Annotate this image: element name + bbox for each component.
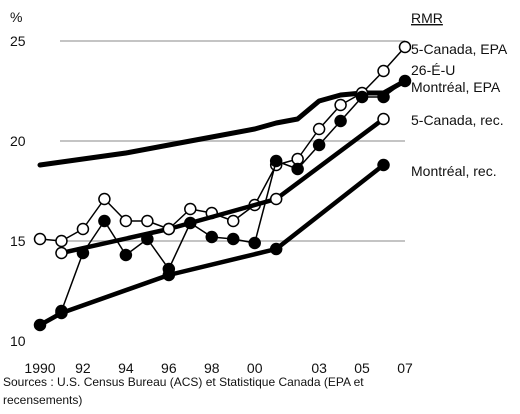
source-note: Sources : U.S. Census Bureau (ACS) et St… bbox=[3, 375, 364, 389]
data-point bbox=[398, 40, 412, 54]
source-note: recensements) bbox=[3, 393, 82, 407]
data-point bbox=[55, 306, 68, 320]
data-point bbox=[98, 192, 111, 206]
series-label: 5-Canada, rec. bbox=[411, 112, 504, 128]
x-tick-label: 05 bbox=[354, 360, 370, 376]
data-point bbox=[33, 318, 47, 332]
data-point bbox=[119, 214, 133, 228]
y-axis-unit: % bbox=[10, 9, 22, 25]
series-line bbox=[60, 80, 406, 312]
data-point bbox=[98, 214, 111, 228]
data-point bbox=[269, 154, 283, 168]
y-tick-label: 20 bbox=[10, 133, 26, 149]
data-point bbox=[377, 64, 390, 78]
data-point bbox=[226, 232, 240, 246]
data-point bbox=[334, 114, 347, 128]
x-tick-label: 92 bbox=[75, 360, 91, 376]
data-point bbox=[162, 222, 176, 236]
series-label: Montréal, rec. bbox=[411, 163, 497, 179]
x-tick-label: 98 bbox=[204, 360, 220, 376]
data-point bbox=[377, 158, 390, 172]
x-tick-label: 03 bbox=[311, 360, 327, 376]
data-point bbox=[226, 214, 240, 228]
data-point bbox=[269, 242, 283, 256]
data-point bbox=[248, 236, 261, 250]
x-tick-label: 07 bbox=[397, 360, 413, 376]
data-point bbox=[312, 122, 326, 136]
x-tick-label: 1990 bbox=[24, 360, 55, 376]
series-label: Montréal, EPA bbox=[411, 79, 501, 95]
x-tick-label: 94 bbox=[118, 360, 134, 376]
series-4 bbox=[33, 158, 390, 332]
series-label: 5-Canada, EPA bbox=[411, 41, 508, 57]
data-point bbox=[377, 90, 390, 104]
data-point bbox=[312, 138, 326, 152]
data-point bbox=[33, 232, 47, 246]
data-point bbox=[334, 98, 347, 112]
data-point bbox=[55, 246, 68, 260]
series-line bbox=[59, 116, 386, 256]
series-label: 26-É-U bbox=[411, 62, 455, 78]
series-0 bbox=[37, 78, 408, 168]
data-point bbox=[55, 234, 68, 248]
data-point bbox=[205, 230, 219, 244]
legend-title: RMR bbox=[411, 10, 443, 26]
data-point bbox=[141, 214, 154, 228]
data-point bbox=[398, 74, 412, 88]
data-point bbox=[377, 112, 390, 126]
y-tick-label: 15 bbox=[10, 233, 26, 249]
series-line bbox=[37, 78, 408, 168]
data-point bbox=[162, 268, 176, 282]
data-point bbox=[291, 162, 304, 176]
y-tick-label: 25 bbox=[10, 33, 26, 49]
data-point bbox=[355, 90, 369, 104]
series-3 bbox=[55, 112, 390, 260]
data-point bbox=[184, 202, 197, 216]
data-point bbox=[119, 248, 133, 262]
data-point bbox=[76, 222, 90, 236]
x-tick-label: 00 bbox=[247, 360, 263, 376]
x-tick-label: 96 bbox=[161, 360, 177, 376]
y-tick-label: 10 bbox=[10, 333, 26, 349]
data-point bbox=[269, 192, 283, 206]
